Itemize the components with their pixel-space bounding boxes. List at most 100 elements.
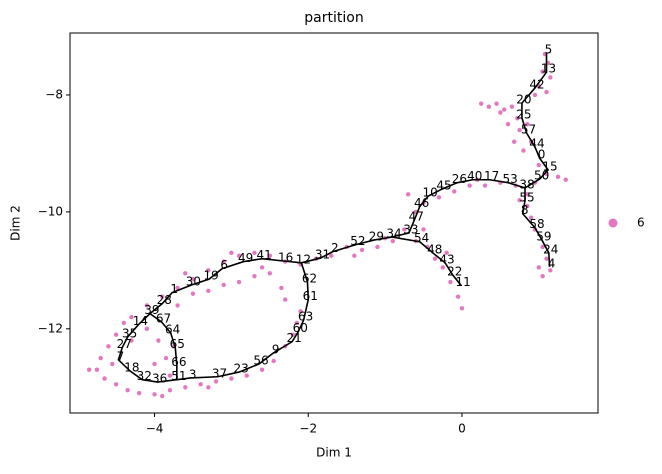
plot-frame: [69, 32, 599, 414]
node-label: 63: [298, 310, 313, 324]
trajectory-line: [117, 236, 393, 383]
point: [528, 215, 534, 220]
point: [125, 388, 130, 393]
node-label: 0: [538, 148, 546, 162]
point: [548, 75, 553, 80]
point: [271, 358, 276, 364]
point: [213, 379, 219, 384]
point: [402, 227, 407, 232]
point: [436, 195, 442, 200]
point: [536, 162, 542, 168]
x-tick-label: −2: [299, 422, 317, 436]
node-label: 31: [315, 248, 330, 262]
node-label: 56: [253, 353, 268, 367]
legend-label: 6: [637, 216, 645, 230]
node-label: 27: [117, 337, 132, 351]
node-label: 51: [171, 369, 186, 383]
point: [156, 338, 161, 343]
point: [252, 250, 257, 256]
node-label: 14: [133, 314, 148, 328]
point: [221, 282, 226, 288]
point: [563, 177, 568, 182]
legend-marker: [608, 218, 618, 228]
point: [183, 271, 188, 276]
point: [206, 288, 211, 294]
point: [163, 355, 169, 361]
node-label: 48: [427, 242, 442, 256]
point: [517, 198, 522, 203]
point: [494, 101, 499, 106]
point: [136, 390, 142, 396]
point: [515, 116, 520, 121]
point: [544, 89, 549, 95]
node-label: 57: [521, 122, 536, 136]
node-label: 11: [456, 275, 471, 289]
node-label: 34: [386, 227, 401, 241]
node-label: 16: [278, 251, 293, 265]
node-label: 18: [124, 360, 139, 374]
x-tick-label: −4: [146, 422, 164, 436]
point: [555, 174, 561, 180]
point: [113, 382, 119, 387]
trajectory-line: [149, 312, 178, 380]
point: [405, 192, 411, 197]
point: [144, 326, 150, 332]
node-label: 30: [186, 274, 201, 288]
node-label: 10: [423, 186, 438, 200]
point: [160, 393, 165, 399]
point: [175, 303, 180, 308]
point: [244, 373, 249, 378]
point: [540, 244, 545, 250]
node-label: 2: [331, 241, 339, 255]
point: [352, 253, 357, 258]
node-label: 60: [293, 321, 308, 335]
point: [259, 265, 265, 270]
point: [98, 355, 103, 361]
node-label: 54: [414, 231, 429, 245]
node-label: 66: [171, 355, 186, 369]
point: [279, 285, 284, 291]
point: [206, 385, 211, 390]
node-label: 35: [122, 327, 137, 341]
node-label: 21: [286, 331, 301, 345]
point: [482, 183, 488, 188]
point: [298, 309, 303, 314]
trajectory-line: [391, 236, 462, 287]
node-label: 55: [519, 190, 534, 204]
node-label: 23: [233, 362, 248, 376]
point: [282, 297, 288, 302]
point: [486, 104, 492, 109]
node-label: 64: [165, 322, 180, 336]
node-label: 24: [543, 242, 558, 256]
node-label: 36: [152, 372, 167, 386]
point: [505, 122, 511, 127]
point: [190, 276, 196, 282]
node-label: 61: [303, 289, 318, 303]
point: [452, 189, 457, 194]
point: [102, 376, 107, 381]
node-label: 33: [403, 222, 418, 236]
node-label: 7: [117, 349, 125, 363]
point: [167, 373, 173, 378]
point: [459, 306, 465, 311]
point: [152, 392, 157, 397]
point: [375, 244, 380, 250]
node-label: 49: [238, 251, 253, 265]
point: [267, 271, 273, 276]
node-label: 43: [439, 252, 454, 266]
point: [259, 367, 265, 372]
point: [544, 256, 549, 261]
node-label: 17: [484, 169, 499, 183]
point: [521, 148, 526, 153]
node-label: 29: [369, 229, 384, 243]
point: [221, 259, 226, 264]
node-label: 46: [414, 196, 429, 210]
point: [167, 388, 173, 393]
node-label: 8: [521, 203, 529, 217]
point: [432, 256, 438, 261]
point: [229, 376, 234, 381]
point: [252, 274, 257, 279]
node-label: 62: [302, 272, 317, 286]
node-label: 50: [534, 169, 549, 183]
